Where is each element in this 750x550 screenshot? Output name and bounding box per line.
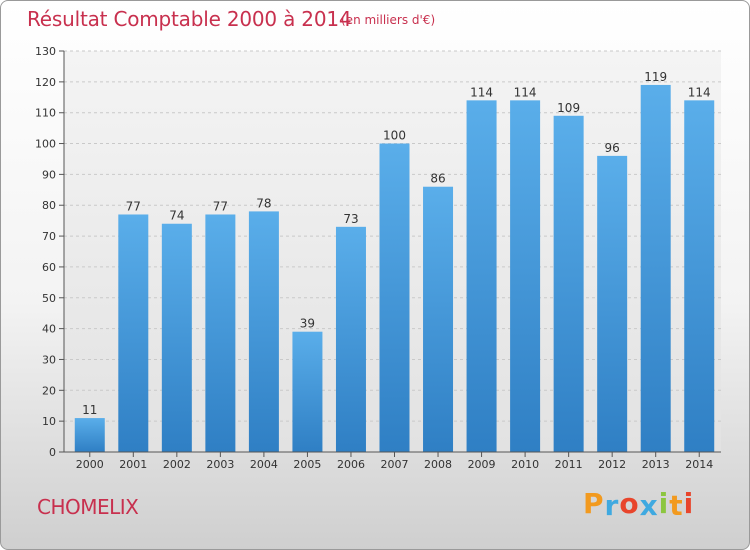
x-tick-label: 2003 xyxy=(206,458,234,471)
y-tick-label: 40 xyxy=(42,323,56,336)
data-label: 114 xyxy=(470,85,493,99)
data-label: 119 xyxy=(644,70,667,84)
x-tick-label: 2010 xyxy=(511,458,539,471)
logo-letter: o xyxy=(619,487,640,520)
bar xyxy=(248,211,279,452)
x-tick-label: 2012 xyxy=(598,458,626,471)
commune-name: CHOMELIX xyxy=(37,495,139,519)
x-axis: 2000 2001 2002 2003 2004 2005 2006 2007 2008 2009… xyxy=(64,451,721,471)
data-label: 96 xyxy=(605,141,620,155)
proxiti-logo: Proxiti xyxy=(583,487,695,522)
bar xyxy=(161,223,192,452)
logo-letter: r xyxy=(604,489,620,522)
chart-title: Résultat Comptable 2000 à 2014 xyxy=(27,7,352,31)
chart-subtitle: (en milliers d'€) xyxy=(341,13,436,27)
y-axis: 0 10 20 30 40 50 60 70 80 90 100 110 120 130 xyxy=(35,45,65,459)
x-tick-label: 2008 xyxy=(424,458,452,471)
logo-letter: x xyxy=(639,489,659,522)
data-label: 114 xyxy=(514,85,537,99)
x-tick-label: 2014 xyxy=(685,458,713,471)
x-tick-label: 2001 xyxy=(119,458,147,471)
bar xyxy=(118,214,149,452)
data-label: 11 xyxy=(82,403,97,417)
x-tick-label: 2006 xyxy=(337,458,365,471)
bar xyxy=(292,331,323,452)
bar xyxy=(640,84,671,452)
data-label: 74 xyxy=(169,209,184,223)
y-tick-label: 30 xyxy=(42,353,56,366)
x-tick-label: 2011 xyxy=(555,458,583,471)
x-tick-label: 2007 xyxy=(381,458,409,471)
data-label: 114 xyxy=(688,85,711,99)
y-tick-label: 50 xyxy=(42,292,56,305)
logo-letter: t xyxy=(669,489,684,522)
data-label: 77 xyxy=(213,199,228,213)
y-tick-label: 70 xyxy=(42,230,56,243)
y-tick-label: 20 xyxy=(42,384,56,397)
data-label: 39 xyxy=(300,317,315,331)
bar xyxy=(379,143,410,453)
data-label: 109 xyxy=(557,101,580,115)
y-tick-label: 110 xyxy=(35,107,56,120)
x-tick-label: 2004 xyxy=(250,458,278,471)
y-tick-label: 90 xyxy=(42,168,56,181)
bar xyxy=(466,100,497,452)
data-label: 86 xyxy=(430,172,445,186)
bar xyxy=(423,186,454,452)
logo-letter: P xyxy=(583,487,605,520)
data-label: 100 xyxy=(383,129,406,143)
bar xyxy=(684,100,715,452)
logo-letter: i xyxy=(683,487,695,520)
y-tick-label: 0 xyxy=(49,446,56,459)
y-tick-label: 80 xyxy=(42,199,56,212)
bar xyxy=(510,100,541,452)
bar xyxy=(74,418,105,452)
x-tick-label: 2005 xyxy=(293,458,321,471)
bar xyxy=(553,115,584,453)
bar xyxy=(335,226,366,452)
y-tick-label: 120 xyxy=(35,76,56,89)
x-tick-label: 2013 xyxy=(642,458,670,471)
data-label: 73 xyxy=(343,212,358,226)
data-label: 77 xyxy=(126,199,141,213)
x-tick-label: 2009 xyxy=(468,458,496,471)
y-tick-label: 60 xyxy=(42,261,56,274)
y-tick-label: 10 xyxy=(42,415,56,428)
x-tick-label: 2000 xyxy=(76,458,104,471)
data-label: 78 xyxy=(256,196,271,210)
y-tick-label: 100 xyxy=(35,138,56,151)
logo-letter: i xyxy=(658,487,670,520)
y-tick-label: 130 xyxy=(35,45,56,58)
bar xyxy=(597,155,628,452)
bar xyxy=(205,214,236,452)
bars: 11 77 74 77 78 39 73 100 86 114 114 109 96 119 114 xyxy=(74,70,715,453)
x-tick-label: 2002 xyxy=(163,458,191,471)
